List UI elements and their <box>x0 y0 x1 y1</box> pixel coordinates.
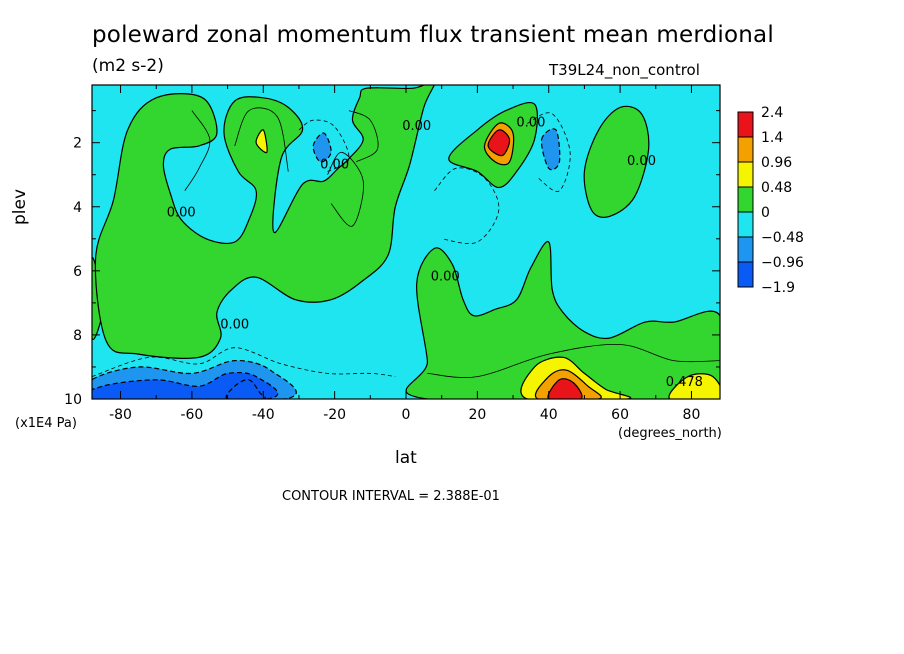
chart-title: poleward zonal momentum flux transient m… <box>92 22 774 48</box>
contour-region-pos2 <box>255 129 268 154</box>
y-tick-label: 8 <box>73 328 82 344</box>
contour-label: 0.00 <box>516 116 545 131</box>
legend-label: 0 <box>761 205 770 221</box>
contour-label: 0.00 <box>167 205 196 220</box>
contour-line <box>184 110 211 191</box>
legend-swatch <box>737 236 754 263</box>
contour-line <box>434 167 500 244</box>
contour-line <box>327 151 364 227</box>
contour-line <box>527 112 571 192</box>
legend-label: 1.4 <box>761 130 783 146</box>
legend-swatch <box>737 161 754 188</box>
contour-region-neg1 <box>312 132 332 163</box>
x-tick-label: -60 <box>180 407 203 423</box>
y-axis-unit: (x1E4 Pa) <box>15 416 77 431</box>
x-axis-unit: (degrees_north) <box>618 426 722 441</box>
contour-region-pos2 <box>668 373 720 399</box>
contour-line <box>348 110 379 163</box>
contour-label: 0.00 <box>627 154 656 169</box>
legend-swatch <box>737 136 754 163</box>
legend-swatch <box>737 111 754 138</box>
x-tick-label: -20 <box>323 407 346 423</box>
legend-label: −1.9 <box>761 280 795 296</box>
x-tick-label: 60 <box>611 407 629 423</box>
contour-region-pos1 <box>94 85 435 359</box>
contour-line <box>92 347 396 377</box>
contour-interval: CONTOUR INTERVAL = 2.388E-01 <box>282 489 500 504</box>
contour-label: 0.00 <box>402 119 431 134</box>
filled-regions <box>92 85 720 399</box>
contour-label: 0.00 <box>320 157 349 172</box>
x-tick-label: 0 <box>402 407 411 423</box>
contour-label: 0.478 <box>666 375 703 390</box>
contour-label: 0.00 <box>220 318 249 333</box>
contour-region-pos4 <box>547 378 583 399</box>
chart-units: (m2 s-2) <box>92 56 164 76</box>
legend-label: −0.48 <box>761 230 804 246</box>
contour-region-neg1 <box>540 128 561 171</box>
x-tick-label: 20 <box>468 407 486 423</box>
contour-label: 0.00 <box>431 269 460 284</box>
run-label: T39L24_non_control <box>549 61 700 79</box>
contour-labels: 0.00 0.00 0.00 0.00 0.00 0.00 0.00 0.478 <box>167 116 703 391</box>
x-axis-label: lat <box>395 448 417 468</box>
legend-label: 2.4 <box>761 105 783 121</box>
contour-region-pos4 <box>487 129 511 157</box>
contour-line <box>234 107 289 172</box>
legend-swatch <box>737 211 754 238</box>
x-tick-label: -40 <box>252 407 275 423</box>
x-tick-label: -80 <box>109 407 132 423</box>
legend-label: 0.48 <box>761 180 792 196</box>
x-tick-label: 80 <box>683 407 701 423</box>
x-tick-label: 40 <box>540 407 558 423</box>
legend-label: 0.96 <box>761 155 792 171</box>
legend-swatch <box>737 186 754 213</box>
color-legend: 2.4 1.4 0.96 0.48 0 −0.48 −0.96 −1.9 <box>737 105 804 296</box>
contour-region-neg3 <box>225 379 266 399</box>
contour-lines <box>92 107 720 378</box>
legend-label: −0.96 <box>761 255 804 271</box>
y-tick-label: 4 <box>73 200 82 216</box>
y-tick-label: 2 <box>73 136 82 152</box>
legend-swatch <box>737 261 754 288</box>
contour-region-pos1 <box>583 105 650 218</box>
axes: -80 -60 -40 -20 0 20 40 60 80 2 4 6 8 10 <box>64 84 721 423</box>
y-tick-label: 6 <box>73 264 82 280</box>
contour-line <box>427 343 720 378</box>
y-tick-label: 10 <box>64 392 82 408</box>
